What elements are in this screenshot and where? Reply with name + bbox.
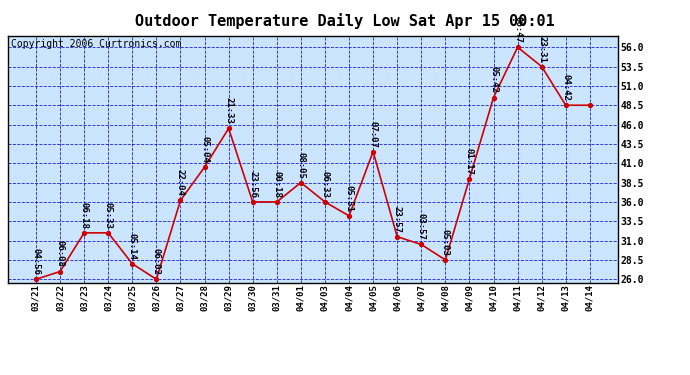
Text: 05:33: 05:33 xyxy=(104,202,112,229)
Text: 08:05: 08:05 xyxy=(297,152,306,178)
Text: 06:02: 06:02 xyxy=(152,248,161,275)
Text: 01:17: 01:17 xyxy=(465,148,474,174)
Text: 05:03: 05:03 xyxy=(441,229,450,256)
Text: 23:57: 23:57 xyxy=(393,206,402,232)
Text: 22:04: 22:04 xyxy=(176,170,185,196)
Text: 06:47: 06:47 xyxy=(513,16,522,43)
Text: 07:07: 07:07 xyxy=(368,121,377,147)
Text: Outdoor Temperature Daily Low Sat Apr 15 00:01: Outdoor Temperature Daily Low Sat Apr 15… xyxy=(135,13,555,29)
Text: 05:51: 05:51 xyxy=(344,185,353,211)
Text: 06:33: 06:33 xyxy=(320,171,329,198)
Text: 06:08: 06:08 xyxy=(56,240,65,267)
Text: 03:57: 03:57 xyxy=(417,213,426,240)
Text: 04:56: 04:56 xyxy=(32,248,41,275)
Text: 05:14: 05:14 xyxy=(128,233,137,260)
Text: 05:42: 05:42 xyxy=(489,66,498,93)
Text: Copyright 2006 Curtronics.com: Copyright 2006 Curtronics.com xyxy=(11,39,181,50)
Text: 05:04: 05:04 xyxy=(200,136,209,163)
Text: 06:18: 06:18 xyxy=(79,202,88,229)
Text: 23:56: 23:56 xyxy=(248,171,257,198)
Text: 23:31: 23:31 xyxy=(538,36,546,62)
Text: 00:18: 00:18 xyxy=(273,171,282,198)
Text: 21:33: 21:33 xyxy=(224,98,233,124)
Text: 04:42: 04:42 xyxy=(561,74,570,101)
